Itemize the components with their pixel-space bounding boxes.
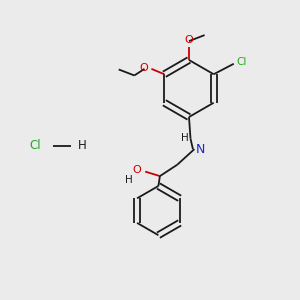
Text: H: H — [181, 133, 188, 143]
Text: Cl: Cl — [29, 139, 40, 152]
Text: H: H — [77, 139, 86, 152]
Text: O: O — [140, 63, 148, 73]
Text: Cl: Cl — [237, 57, 247, 67]
Text: O: O — [184, 35, 194, 45]
Text: H: H — [125, 175, 133, 185]
Text: N: N — [196, 142, 205, 156]
Text: O: O — [133, 165, 142, 176]
